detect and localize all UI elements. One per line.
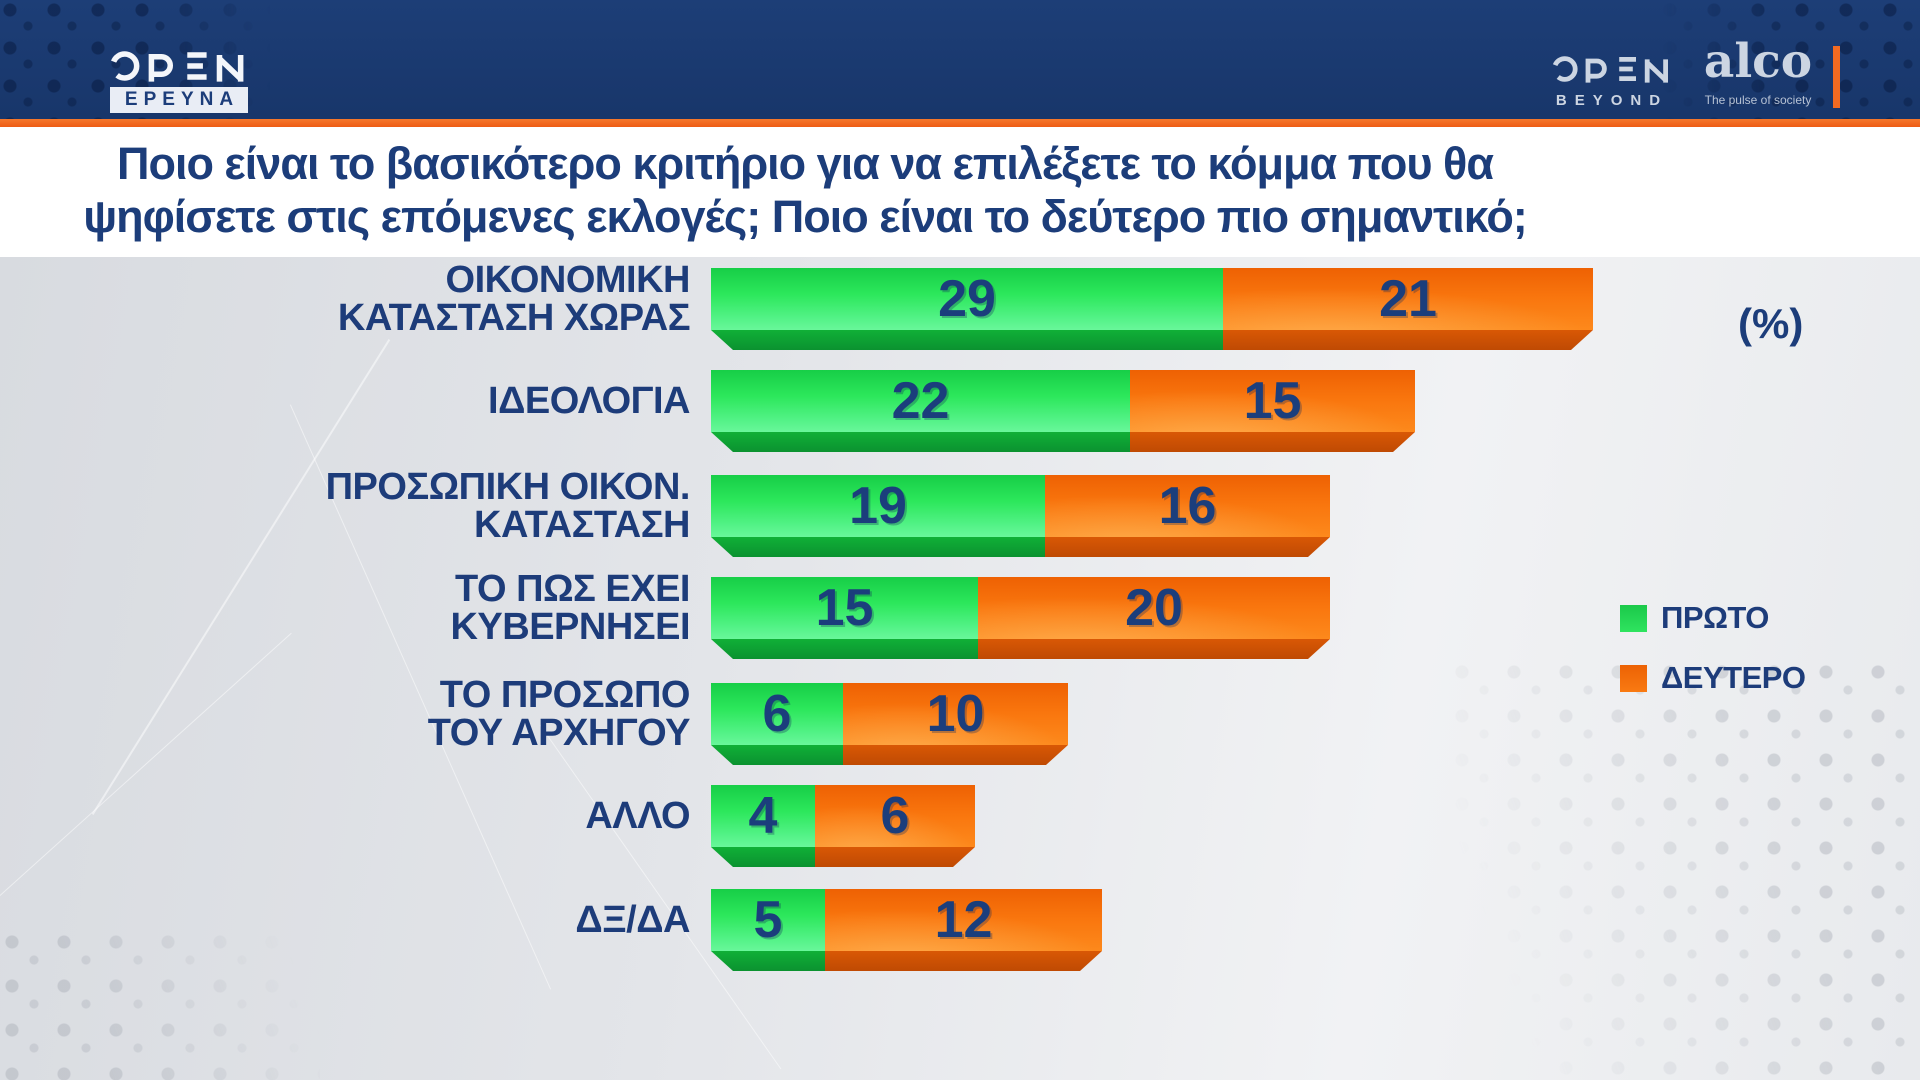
bar-green-value: 29 [938,270,996,328]
bar-row: 22 15 [711,370,1415,432]
bar-label-line: ΠΡΟΣΩΠΙΚΗ ΟΙΚΟΝ. [325,466,691,508]
header-dot-pattern-right [1660,0,1920,119]
bar-bevel-green [711,951,825,971]
bar-orange-value: 15 [1243,372,1302,430]
bar-bevel-green [711,639,978,659]
bar-label-line: ΚΥΒΕΡΝΗΣΕΙ [450,606,690,648]
legend-swatch-orange [1620,664,1647,692]
bar-orange-segment: 6 [815,785,975,847]
question-title-line2: ψηφίσετε στις επόμενες εκλογές; Ποιο είν… [83,191,1528,242]
bar-orange-value: 6 [880,787,910,845]
bar-bevel-orange [978,639,1330,659]
bar-green-value: 15 [815,579,874,637]
bar-label-line: ΙΔΕΟΛΟΓΙΑ [488,380,690,422]
bar-orange-segment: 15 [1130,370,1415,432]
header-orange-rule [0,119,1920,127]
bar-orange-value: 20 [1125,579,1183,637]
bar-label: ΤΟ ΠΩΣ ΕΧΕΙ ΚΥΒΕΡΝΗΣΕΙ [130,568,691,648]
bar-green-value: 6 [762,685,792,743]
alco-tagline: The pulse of society [1704,93,1812,107]
bar-green-segment: 5 [711,889,825,951]
bar-green-segment: 4 [711,785,815,847]
bar-bevel [711,745,1068,765]
bar-orange-segment: 20 [978,577,1330,639]
bar-bevel-green [711,330,1223,350]
bar-bevel-orange [1045,537,1330,557]
bar-orange-value: 21 [1379,270,1437,328]
bar-label: ΟΙΚΟΝΟΜΙΚΗ ΚΑΤΑΣΤΑΣΗ ΧΩΡΑΣ [130,259,691,339]
bar-row: 15 20 [711,577,1330,639]
bar-label-line: ΟΙΚΟΝΟΜΙΚΗ [445,259,691,301]
bar-label-line: ΚΑΤΑΣΤΑΣΗ ΧΩΡΑΣ [337,297,691,339]
bar-bevel [711,639,1330,659]
bar-green-value: 22 [891,372,950,430]
bar-bevel-green [711,745,843,765]
bar-label: ΙΔΕΟΛΟΓΙΑ [130,364,690,438]
bar-row: 5 12 [711,889,1102,951]
percent-unit-label: (%) [1738,300,1804,347]
legend-label: ΔΕΥΤΕΡΟ [1661,660,1806,695]
legend-item: ΔΕΥΤΕΡΟ [1620,660,1806,696]
bar-row: 29 21 [711,268,1593,330]
ereyna-badge: ΕΡΕΥΝΑ [110,87,248,113]
bar-label-line: ΤΟΥ ΑΡΧΗΓΟΥ [427,712,691,754]
bar-bevel [711,330,1593,350]
bar-green-segment: 6 [711,683,843,745]
bar-green-segment: 22 [711,370,1130,432]
bar-bevel-orange [843,745,1068,765]
open-beyond-logo-icon [1552,56,1668,83]
panel-dot-pattern-bottom-right [1450,660,1920,1080]
bar-bevel-green [711,537,1045,557]
question-title-line1: Ποιο είναι το βασικότερο κριτήριο για να… [116,138,1494,190]
legend-label: ΠΡΩΤΟ [1661,600,1769,635]
bar-bevel-green [711,847,815,867]
bar-bevel-orange [815,847,975,867]
bar-label: ΤΟ ΠΡΟΣΩΠΟ ΤΟΥ ΑΡΧΗΓΟΥ [130,674,691,754]
bar-orange-value: 12 [934,891,993,949]
legend-item: ΠΡΩΤΟ [1620,600,1769,636]
bar-orange-segment: 16 [1045,475,1330,537]
bar-orange-segment: 12 [825,889,1102,951]
bar-bevel-orange [1223,330,1593,350]
bar-row: 19 16 [711,475,1330,537]
open-ereyna-logo-icon [110,51,244,82]
bar-label-line: ΚΑΤΑΣΤΑΣΗ [474,504,690,546]
bar-label-line: ΑΛΛΟ [585,795,690,837]
bar-green-value: 19 [849,477,907,535]
bar-label-line: ΔΞ/ΔΑ [575,899,690,941]
bar-label: ΔΞ/ΔΑ [130,883,690,957]
bar-bevel-orange [1130,432,1415,452]
legend-swatch-green [1620,604,1647,632]
bar-green-value: 4 [748,787,778,845]
bar-orange-segment: 10 [843,683,1068,745]
bar-bevel-green [711,432,1130,452]
bar-orange-value: 10 [926,685,985,743]
bar-orange-value: 16 [1158,477,1217,535]
panel-dot-pattern-bottom-left [0,930,320,1080]
beyond-label: BEYOND [1555,92,1669,109]
bar-label: ΠΡΟΣΩΠΙΚΗ ΟΙΚΟΝ. ΚΑΤΑΣΤΑΣΗ [130,466,691,546]
bar-orange-segment: 21 [1223,268,1593,330]
bar-label-line: ΤΟ ΠΡΟΣΩΠΟ [439,674,691,716]
bar-row: 6 10 [711,683,1068,745]
bar-bevel [711,951,1102,971]
bar-green-value: 5 [753,891,783,949]
bar-bevel [711,537,1330,557]
bar-bevel-orange [825,951,1102,971]
alco-logo: alco [1703,34,1813,89]
title-band [0,127,1920,257]
bar-green-segment: 19 [711,475,1045,537]
bar-bevel [711,847,975,867]
bar-label: ΑΛΛΟ [130,779,690,853]
bar-label-line: ΤΟ ΠΩΣ ΕΧΕΙ [454,568,691,610]
question-title: Ποιο είναι το βασικότερο κριτήριο για να… [0,130,1610,252]
bar-green-segment: 15 [711,577,978,639]
bar-green-segment: 29 [711,268,1223,330]
bar-bevel [711,432,1415,452]
alco-divider-tick [1833,46,1840,108]
